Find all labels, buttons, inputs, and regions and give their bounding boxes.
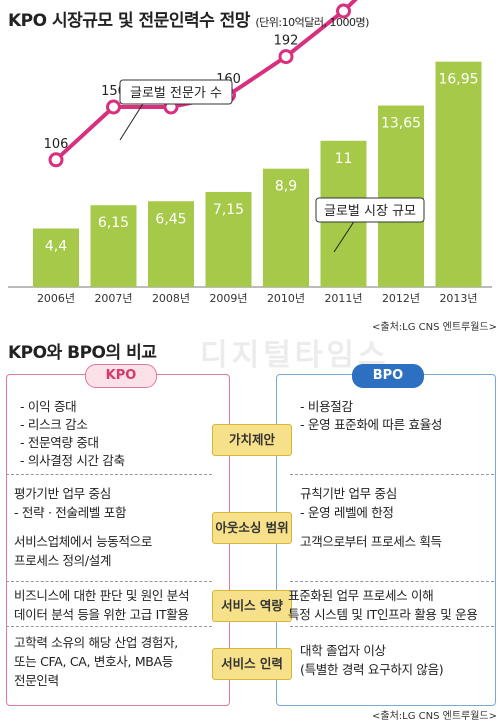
line-callout-pointer	[119, 101, 145, 141]
kpo-item: 데이터 분석 등을 위한 고급 IT활용	[14, 607, 189, 622]
kpo-separator	[6, 581, 212, 582]
line-point	[106, 99, 121, 115]
kpo-label: KPO	[85, 364, 157, 388]
bar	[263, 168, 309, 287]
line-value-label: 230	[331, 0, 356, 3]
category-service-capability: 서비스 역량	[212, 590, 292, 622]
bar	[90, 205, 137, 287]
bar	[378, 105, 424, 287]
line-value-label: 192	[274, 34, 299, 49]
bpo-item: 대학 졸업자 이상	[300, 643, 386, 658]
x-tick-label: 2009년	[209, 292, 247, 305]
line-legend-label: 글로벌 전문가 수	[130, 86, 222, 101]
category-service-personnel: 서비스 인력	[212, 648, 292, 680]
bpo-item: - 운영 표준화에 따른 효율성	[300, 417, 443, 432]
kpo-item: 고학력 소유의 해당 산업 경험자,	[14, 635, 178, 650]
bpo-label: BPO	[352, 364, 424, 388]
bar-value-label: 13,65	[381, 116, 421, 132]
bpo-item: 고객으로부터 프로세스 획득	[300, 534, 442, 549]
bar-value-label: 16,95	[438, 72, 478, 88]
x-tick-label: 2008년	[152, 292, 190, 305]
kpo-item: - 전략 · 전술레벨 포함	[14, 505, 127, 520]
compare-source: <출처:LG CNS 엔트루월드>	[372, 711, 498, 722]
kpo-item: - 의사결정 시간 감축	[20, 453, 125, 468]
line-point	[278, 49, 294, 65]
kpo-item: 전문인력	[14, 673, 59, 688]
kpo-separator	[6, 626, 212, 627]
bpo-item: - 비용절감	[300, 399, 353, 414]
line-value-label: 106	[44, 137, 69, 152]
bar-callout-box	[315, 197, 425, 223]
kpo-item: - 전문역량 중대	[20, 435, 99, 450]
category-outsourcing-scope: 아웃소싱 범위	[212, 512, 292, 544]
kpo-item: 비즈니스에 대한 판단 및 원인 분석	[14, 588, 190, 603]
line-series	[54, 0, 358, 162]
chart-unit: (단위:10억달러, 1000명)	[255, 16, 369, 29]
bpo-separator	[290, 474, 494, 475]
bar-value-label: 6,15	[98, 215, 129, 231]
compare-title: KPO와 BPO의 비교	[8, 343, 157, 363]
bar-legend-label: 글로벌 시장 규모	[324, 204, 416, 219]
chart-source: <출처:LG CNS 엔트루월드>	[372, 322, 498, 333]
line-point	[336, 3, 351, 19]
x-tick-label: 2006년	[37, 292, 75, 305]
bar	[435, 61, 482, 288]
x-tick-label: 2011년	[324, 292, 362, 305]
kpo-item: - 리스크 감소	[20, 417, 88, 432]
line-point	[48, 152, 64, 168]
line-callout-box	[119, 79, 233, 105]
x-tick-label: 2012년	[382, 292, 420, 305]
kpo-chart: 4,4 6,15 6,45 7,15 8,9 11 13,65 16,95 2006년 2007년…	[8, 0, 492, 305]
bpo-item: 표준화된 업무 프로세스 이해	[288, 588, 434, 603]
bpo-item: - 운영 레벨에 한정	[300, 505, 394, 520]
kpo-item: 프로세스 정의/설계	[14, 553, 112, 568]
bar-value-label: 11	[335, 151, 353, 167]
kpo-item: - 이익 증대	[20, 399, 77, 414]
bpo-item: 규칙기반 업무 중심	[300, 486, 397, 501]
category-value-proposition: 가치제안	[212, 424, 292, 456]
bar-value-label: 8,9	[275, 179, 297, 195]
bar-value-label: 4,4	[45, 239, 67, 255]
bpo-item: 특정 시스템 및 IT인프라 활용 및 운용	[288, 607, 478, 622]
kpo-item: 또는 CFA, CA, 변호사, MBA등	[14, 654, 174, 669]
bar	[205, 191, 252, 287]
bpo-item: (특별한 경력 요구하지 않음)	[300, 662, 444, 677]
x-tick-label: 2013년	[439, 292, 477, 305]
kpo-item: 서비스업체에서 능동적으로	[14, 534, 153, 549]
x-tick-label: 2007년	[94, 292, 132, 305]
bar-value-label: 7,15	[213, 202, 244, 218]
bpo-separator	[290, 581, 494, 582]
bar	[148, 201, 194, 287]
bar-callout-pointer	[333, 219, 356, 253]
kpo-item: 평가기반 업무 중심	[14, 486, 111, 501]
x-tick-label: 2010년	[267, 292, 305, 305]
chart-title: KPO 시장규모 및 전문인력수 전망 (단위:10억달러, 1000명)	[8, 11, 369, 31]
bar-value-label: 6,45	[155, 211, 186, 227]
bpo-separator	[290, 626, 494, 627]
bar	[33, 228, 79, 287]
kpo-separator	[6, 474, 212, 475]
